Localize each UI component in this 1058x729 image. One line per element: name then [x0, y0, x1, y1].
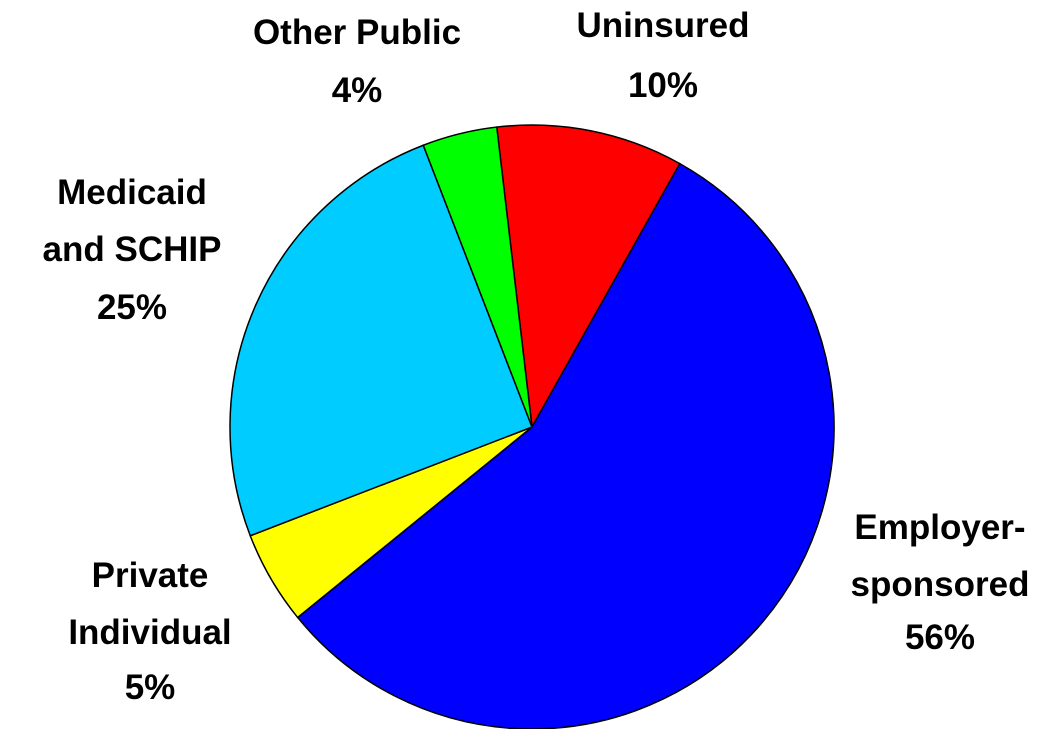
slice-value-label: 10% [628, 66, 698, 105]
slice-value-label: 25% [97, 288, 167, 327]
slice-label: Medicaid and SCHIP [43, 173, 222, 269]
slice-label: Other Public [253, 13, 461, 52]
pie-slice [296, 162, 835, 729]
pie-slice [495, 124, 681, 430]
slice-label: Employer-sponsored [851, 508, 1030, 604]
pie-slice [229, 144, 533, 537]
slice-value-label: 5% [125, 668, 176, 707]
slice-value-label: 4% [332, 71, 383, 110]
slice-label: Uninsured [576, 6, 749, 45]
slice-label: Private Individual [68, 556, 231, 652]
slice-value-label: 56% [905, 618, 975, 657]
pie-slice [422, 126, 533, 428]
